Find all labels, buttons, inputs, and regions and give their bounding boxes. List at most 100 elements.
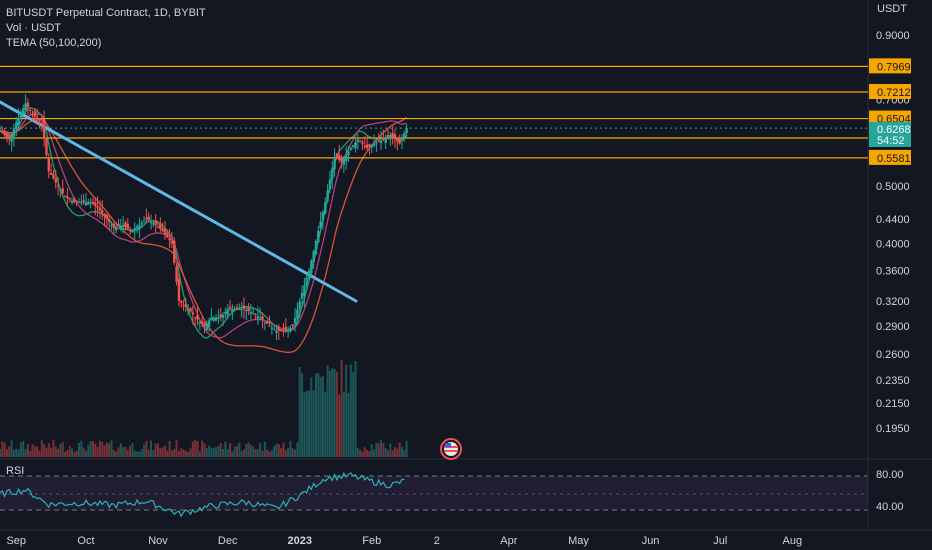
candle-body (326, 190, 329, 202)
candle-body (375, 142, 378, 144)
volume-bar (291, 448, 294, 457)
candle-body (321, 211, 325, 221)
candle-body (119, 225, 123, 229)
volume-bar (215, 447, 218, 457)
candle-body (293, 317, 297, 324)
symbol-title[interactable]: BITUSDT Perpetual Contract, 1D, BYBIT (6, 7, 206, 19)
volume-bar (150, 440, 153, 457)
volume-bar (8, 446, 11, 457)
candle-body (154, 220, 157, 225)
price-tick-label: 0.2900 (876, 321, 910, 333)
volume-bar (363, 447, 366, 457)
rsi-line (0, 471, 405, 518)
volume-bar (103, 445, 106, 457)
time-tick-label: 2 (434, 535, 440, 547)
candle-body (338, 154, 341, 161)
volume-bar (82, 447, 85, 457)
candle-body (8, 135, 11, 140)
volume-bar (226, 449, 229, 457)
candle-body (3, 132, 6, 136)
volume-bar (191, 441, 194, 457)
volume-bar (10, 440, 13, 457)
candle-body (26, 102, 30, 108)
volume-bar (256, 449, 259, 457)
volume-bar (305, 391, 308, 457)
candle-body (384, 137, 387, 143)
svg-text:0.6268: 0.6268 (877, 124, 911, 136)
candle-body (73, 198, 76, 203)
candle-body (291, 324, 294, 327)
volume-bar (393, 446, 396, 457)
volume-bar (298, 366, 301, 457)
volume-bar (184, 450, 187, 457)
tema-legend[interactable]: TEMA (50,100,200) (6, 37, 102, 49)
volume-bar (387, 450, 390, 457)
candle-body (305, 278, 308, 286)
volume-bar (280, 448, 283, 457)
candle-body (277, 327, 281, 331)
tema-mid-line[interactable] (0, 113, 407, 339)
volume-bar (270, 450, 273, 457)
candle-body (344, 154, 348, 162)
volume-bar (119, 443, 122, 457)
volume-bar (396, 448, 399, 457)
candle-body (177, 279, 181, 301)
trendline[interactable] (0, 100, 358, 303)
candle-body (140, 222, 143, 225)
volume-bar (131, 443, 134, 457)
volume-bar (373, 449, 376, 457)
candle-body (358, 140, 362, 142)
volume-bar (247, 442, 250, 457)
candle-body (182, 304, 185, 306)
volume-bar (5, 449, 8, 457)
candle-body (379, 140, 383, 144)
volume-bar (163, 445, 166, 457)
volume-bar (219, 443, 222, 457)
candle-body (89, 202, 92, 204)
candle-body (403, 133, 406, 138)
volume-bar (161, 447, 164, 457)
price-level-label: 0.7212 (877, 87, 911, 99)
us-flag-icon[interactable] (440, 438, 462, 460)
candle-body (203, 323, 206, 327)
volume-bar (261, 450, 264, 457)
volume-bar (1, 441, 4, 457)
volume-bar (398, 442, 401, 457)
volume-bar (352, 372, 355, 457)
candle-body (210, 317, 213, 321)
price-tick-label: 0.3200 (876, 296, 910, 308)
volume-bar (40, 440, 43, 457)
candle-body (217, 317, 220, 319)
volume-bar (194, 440, 197, 457)
volume-bar (266, 449, 269, 457)
rsi-legend[interactable]: RSI (6, 465, 25, 477)
rsi-series-line[interactable] (0, 471, 405, 518)
volume-bar (282, 442, 285, 457)
volume-bar (238, 442, 241, 457)
candle-body (256, 316, 260, 319)
candle-body (205, 323, 208, 330)
price-tick-label: 0.1950 (876, 423, 910, 435)
candle-body (94, 202, 97, 206)
volume-bar (154, 443, 157, 457)
candle-body (138, 224, 141, 230)
volume-legend[interactable]: Vol · USDT (6, 22, 62, 34)
tema-slow-line[interactable] (0, 116, 407, 353)
volume-bar (115, 451, 118, 457)
candle-body (166, 233, 169, 238)
volume-bar (19, 442, 22, 457)
volume-bar (26, 444, 29, 457)
volume-bar (284, 449, 287, 457)
candle-body (396, 138, 399, 142)
candle-body (87, 202, 90, 205)
volume-bar (156, 443, 159, 457)
volume-bar (245, 443, 248, 457)
candle-body (272, 329, 276, 331)
candle-body (265, 320, 269, 324)
volume-bar (96, 447, 99, 457)
price-level-badge (869, 84, 911, 100)
volume-bar (177, 451, 180, 457)
volume-bar (50, 447, 53, 457)
candle-body (268, 325, 271, 327)
